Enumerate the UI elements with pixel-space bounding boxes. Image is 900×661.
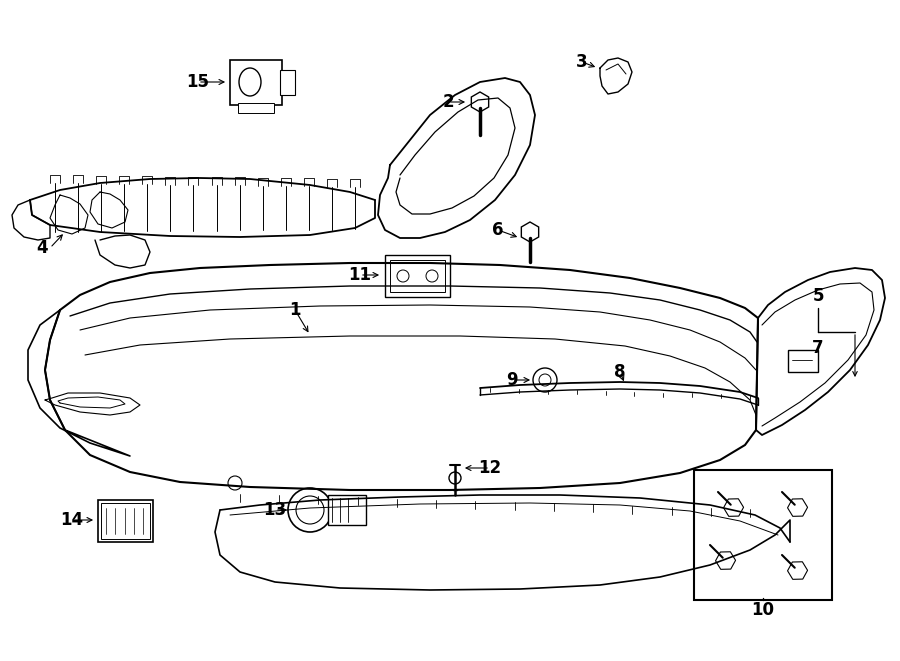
Bar (230, 60, 282, 105)
Text: 2: 2 (442, 93, 454, 111)
Ellipse shape (239, 68, 261, 96)
Bar (390, 260, 445, 292)
Bar (694, 470, 832, 600)
Bar (328, 495, 366, 525)
Text: 14: 14 (60, 511, 84, 529)
Bar (238, 103, 274, 113)
Bar (385, 255, 450, 297)
Bar (280, 70, 295, 95)
Bar (101, 503, 150, 539)
Text: 15: 15 (186, 73, 210, 91)
Text: 9: 9 (506, 371, 518, 389)
Text: 12: 12 (479, 459, 501, 477)
Text: 11: 11 (348, 266, 372, 284)
Bar (788, 350, 818, 372)
Text: 3: 3 (576, 53, 588, 71)
Text: 1: 1 (289, 301, 301, 319)
Text: 5: 5 (812, 287, 824, 305)
Text: 6: 6 (492, 221, 504, 239)
Text: 10: 10 (752, 601, 775, 619)
Text: 7: 7 (812, 339, 824, 357)
Text: 8: 8 (614, 363, 626, 381)
Text: 13: 13 (264, 501, 286, 519)
Text: 4: 4 (36, 239, 48, 257)
Bar (98, 500, 153, 542)
